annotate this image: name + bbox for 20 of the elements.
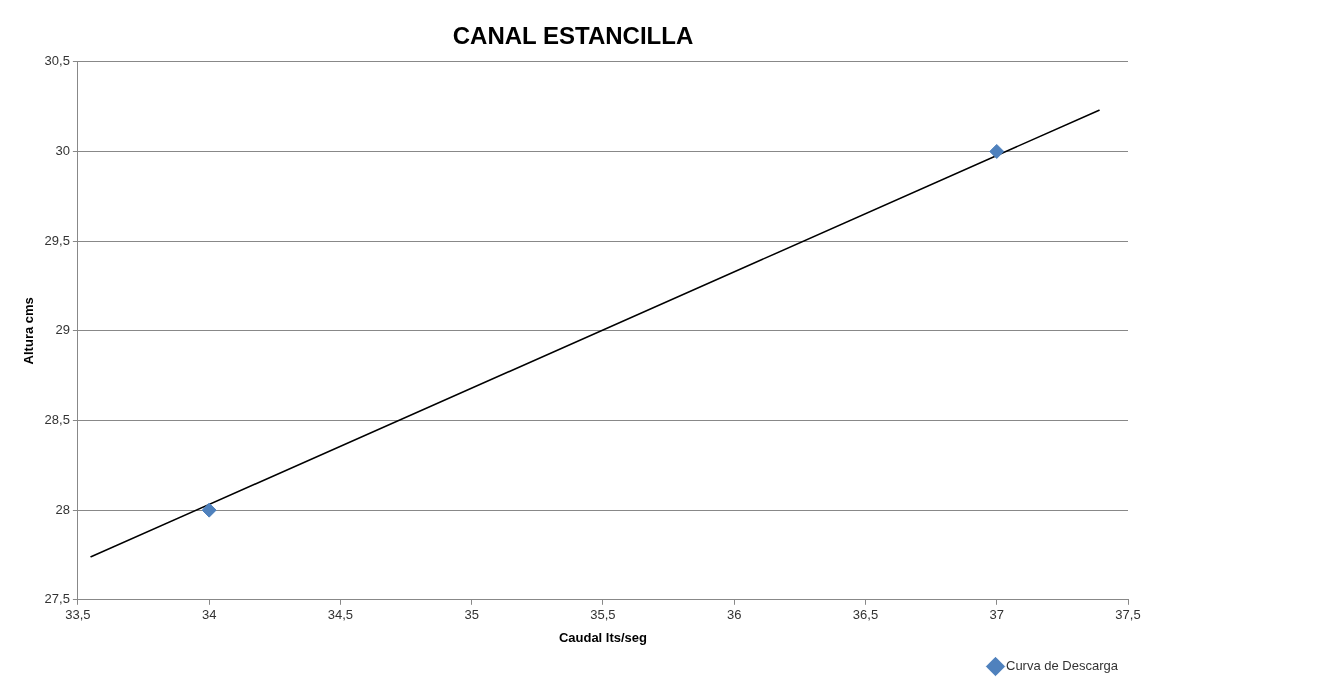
- y-tick-label: 28,5: [44, 412, 70, 428]
- chart-title: CANAL ESTANCILLA: [452, 22, 694, 50]
- x-tick-label: 37: [989, 607, 1004, 623]
- x-tick-label: 35: [464, 607, 479, 623]
- y-tick-label: 29,5: [44, 232, 70, 248]
- legend-label: Curva de Descarga: [1006, 658, 1119, 674]
- y-axis-title: Altura cms: [21, 297, 37, 365]
- y-tick-label: 30,5: [44, 53, 70, 69]
- x-tick-label: 35,5: [590, 607, 616, 623]
- x-tick-label: 34: [201, 607, 217, 623]
- x-tick-label: 33,5: [65, 607, 91, 623]
- y-tick-label: 30: [55, 143, 70, 159]
- x-axis-title: Caudal lts/seg: [558, 629, 648, 645]
- x-tick-label: 36: [726, 607, 742, 623]
- y-tick-label: 29: [55, 322, 70, 338]
- x-tick-label: 36,5: [852, 607, 879, 623]
- x-tick-label: 37,5: [1115, 607, 1141, 623]
- x-tick-label: 34,5: [327, 607, 354, 623]
- y-tick-label: 27,5: [44, 591, 70, 607]
- y-tick-label: 28: [55, 501, 70, 517]
